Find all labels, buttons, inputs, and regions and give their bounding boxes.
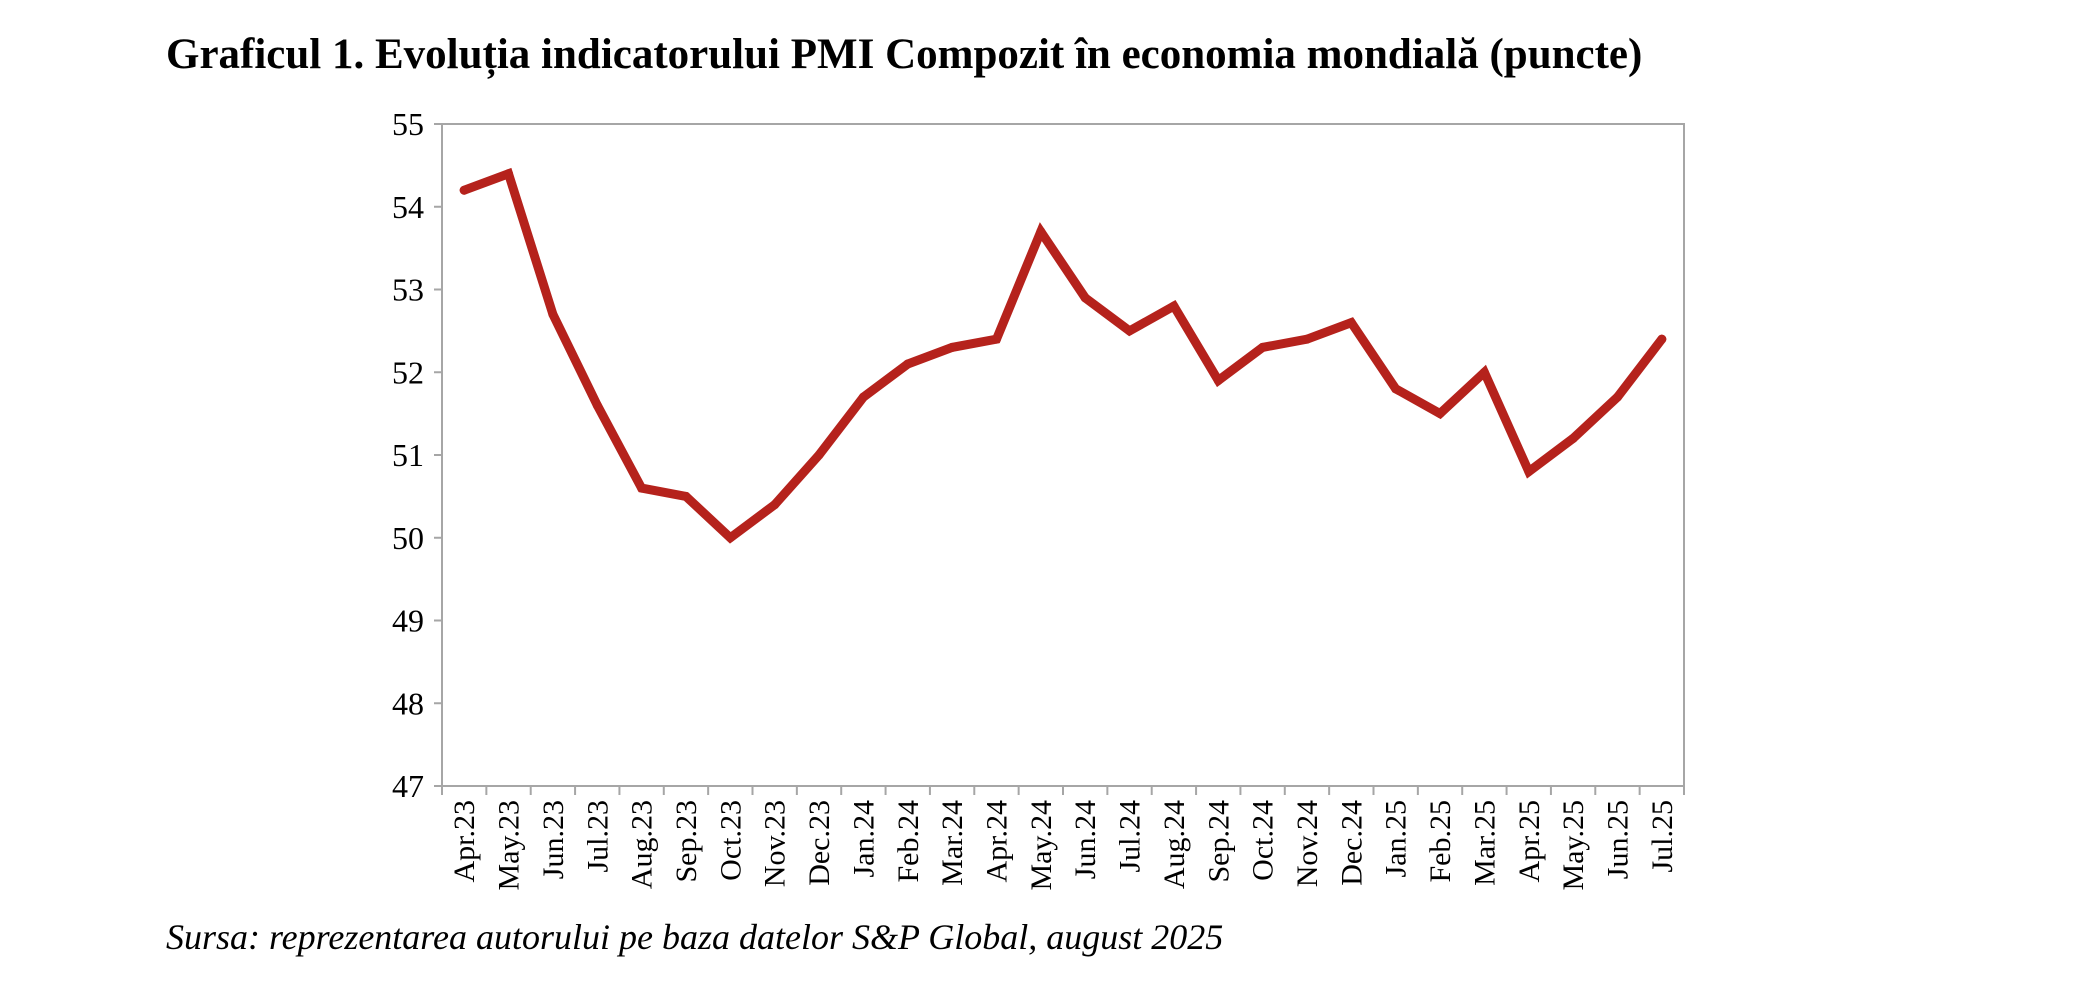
data-point-may-25 bbox=[1568, 433, 1578, 443]
x-tick-label: May.23 bbox=[493, 800, 526, 891]
x-tick-label: Mar.25 bbox=[1468, 800, 1501, 886]
data-point-may-23 bbox=[504, 169, 514, 179]
x-tick-label: Jun.24 bbox=[1069, 800, 1102, 879]
x-tick-label: Jul.25 bbox=[1646, 800, 1679, 873]
x-tick-label: Jan.25 bbox=[1380, 800, 1413, 878]
y-tick-label: 55 bbox=[392, 106, 424, 142]
chart-title: Graficul 1. Evoluția indicatorului PMI C… bbox=[166, 31, 1643, 78]
x-tick-label: Jan.24 bbox=[847, 800, 880, 878]
data-point-jun-23 bbox=[548, 309, 558, 319]
x-tick-label: Nov.23 bbox=[759, 800, 792, 887]
y-tick-label: 49 bbox=[392, 603, 424, 639]
x-tick-label: Jun.23 bbox=[537, 800, 570, 879]
x-tick-label: Mar.24 bbox=[936, 800, 969, 886]
y-tick-label: 52 bbox=[392, 354, 424, 390]
y-tick-label: 54 bbox=[392, 189, 424, 225]
series-layer bbox=[459, 167, 1667, 544]
data-point-dec-24 bbox=[1346, 318, 1356, 328]
data-point-feb-25 bbox=[1435, 409, 1445, 419]
data-point-jun-24 bbox=[1080, 293, 1090, 303]
x-tick-label: Apr.24 bbox=[980, 800, 1013, 883]
data-point-aug-24 bbox=[1169, 301, 1179, 311]
data-point-dec-23 bbox=[814, 450, 824, 460]
data-point-nov-23 bbox=[770, 500, 780, 510]
y-tick-label: 48 bbox=[392, 685, 424, 721]
x-tick-label: Apr.25 bbox=[1513, 800, 1546, 883]
x-tick-label: May.24 bbox=[1025, 800, 1058, 891]
chart-source-note: Sursa: reprezentarea autorului pe baza d… bbox=[166, 917, 1224, 957]
y-axis: 47 48 49 50 51 52 53 54 55 bbox=[392, 106, 442, 804]
data-point-sep-23 bbox=[681, 491, 691, 501]
data-point-sep-24 bbox=[1213, 376, 1223, 386]
x-tick-label: Sep.23 bbox=[670, 800, 703, 883]
series-line bbox=[459, 167, 1667, 544]
x-axis: Apr.23 May.23 Jun.23 Jul.23 Aug.23 Sep.23 Oct.… bbox=[441, 786, 1685, 891]
y-tick-label: 53 bbox=[392, 272, 424, 308]
data-point-jul-24 bbox=[1125, 326, 1135, 336]
x-tick-label: Feb.25 bbox=[1424, 800, 1457, 883]
data-point-jul-25 bbox=[1657, 334, 1667, 344]
x-tick-label: Dec.23 bbox=[803, 800, 836, 886]
data-point-jun-25 bbox=[1612, 392, 1622, 402]
x-tick-label: Aug.24 bbox=[1158, 800, 1191, 889]
data-point-mar-25 bbox=[1479, 367, 1489, 377]
y-tick-label: 51 bbox=[392, 437, 424, 473]
data-point-oct-24 bbox=[1258, 342, 1268, 352]
x-tick-label: Oct.23 bbox=[714, 800, 747, 881]
data-point-nov-24 bbox=[1302, 334, 1312, 344]
y-tick-label: 47 bbox=[392, 768, 424, 804]
y-tick-label: 50 bbox=[392, 520, 424, 556]
x-tick-label: Oct.24 bbox=[1247, 800, 1280, 881]
data-point-may-24 bbox=[1036, 227, 1046, 237]
data-point-mar-24 bbox=[947, 342, 957, 352]
data-point-apr-25 bbox=[1524, 467, 1534, 477]
x-tick-label: Jul.24 bbox=[1114, 800, 1147, 873]
x-tick-label: Dec.24 bbox=[1335, 800, 1368, 886]
data-point-feb-24 bbox=[903, 359, 913, 369]
x-tick-label: Jul.23 bbox=[581, 800, 614, 873]
data-point-aug-23 bbox=[637, 483, 647, 493]
x-tick-label: May.25 bbox=[1557, 800, 1590, 891]
x-tick-label: Jun.25 bbox=[1601, 800, 1634, 879]
x-tick-label: Apr.23 bbox=[448, 800, 481, 883]
x-tick-label: Nov.24 bbox=[1291, 800, 1324, 887]
data-point-apr-23 bbox=[459, 185, 469, 195]
data-point-jul-23 bbox=[592, 400, 602, 410]
data-point-jan-25 bbox=[1391, 384, 1401, 394]
data-point-oct-23 bbox=[725, 533, 735, 543]
data-point-jan-24 bbox=[858, 392, 868, 402]
data-point-apr-24 bbox=[991, 334, 1001, 344]
x-tick-label: Feb.24 bbox=[892, 800, 925, 883]
x-tick-label: Sep.24 bbox=[1202, 800, 1235, 883]
x-tick-label: Aug.23 bbox=[626, 800, 659, 889]
